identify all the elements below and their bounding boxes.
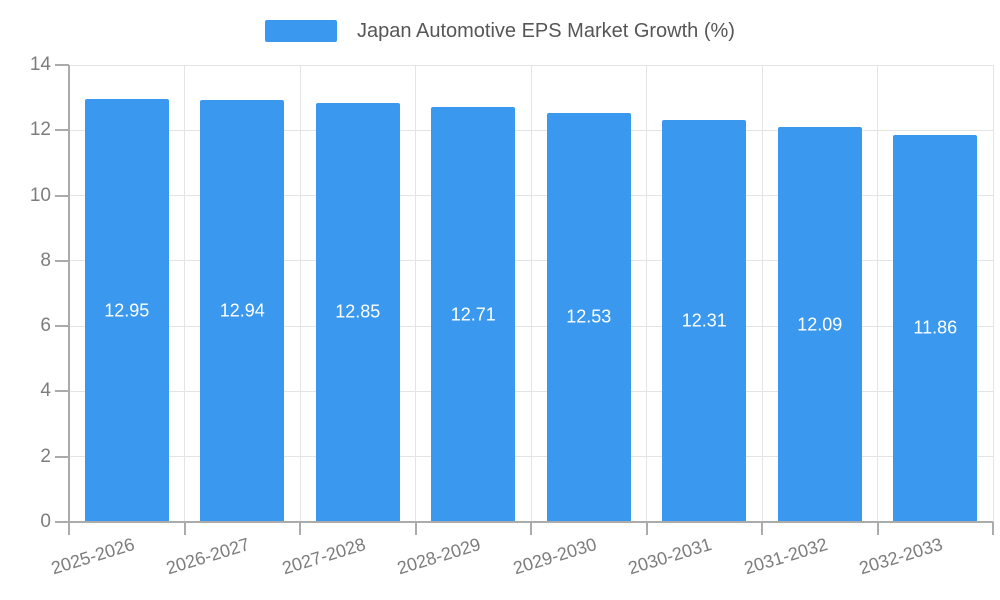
bar-value-label: 12.71	[450, 304, 496, 325]
x-tick-label: 2026-2027	[163, 534, 253, 579]
bar-value-label: 12.09	[797, 314, 843, 335]
y-tick-label: 12	[29, 119, 51, 141]
x-tick	[68, 522, 70, 535]
y-tick-label: 14	[29, 54, 51, 75]
bar	[893, 134, 978, 521]
x-tick-label: 2028-2029	[394, 534, 484, 579]
x-tick	[645, 522, 648, 535]
bar	[315, 102, 400, 521]
y-tick	[55, 390, 69, 393]
x-tick	[414, 522, 417, 535]
x-gridline	[646, 65, 647, 522]
x-tick	[761, 522, 763, 535]
x-axis-line	[69, 521, 993, 523]
bar	[546, 112, 631, 521]
legend-label: Japan Automotive EPS Market Growth (%)	[357, 19, 735, 42]
x-tick-label: 2032-2033	[856, 534, 946, 579]
bar	[200, 99, 285, 521]
y-tick-label: 6	[40, 315, 51, 337]
bar-value-label: 12.53	[566, 306, 612, 327]
x-gridline	[299, 65, 301, 522]
bar	[777, 127, 862, 521]
y-tick-label: 10	[29, 184, 51, 206]
y-tick	[55, 259, 69, 262]
x-tick-label: 2030-2031	[625, 534, 715, 579]
y-tick-label: 2	[40, 445, 51, 467]
bar-value-label: 11.86	[913, 317, 958, 338]
legend-swatch-icon	[265, 20, 338, 42]
bar	[431, 107, 516, 521]
y-axis-line	[68, 65, 70, 523]
x-gridline	[761, 65, 763, 522]
x-gridline	[530, 65, 532, 522]
bar-value-label: 12.85	[335, 301, 381, 322]
x-tick	[992, 522, 994, 535]
x-tick	[530, 522, 532, 535]
y-tick	[55, 194, 69, 197]
y-tick	[55, 64, 69, 66]
x-tick	[299, 522, 301, 535]
y-tick	[55, 455, 69, 458]
bar-value-label: 12.94	[219, 300, 265, 321]
x-gridline	[992, 65, 994, 522]
x-tick-label: 2025-2026	[48, 534, 137, 579]
y-tick	[55, 325, 69, 328]
x-gridline	[184, 65, 185, 522]
bar	[662, 120, 747, 521]
y-tick	[55, 129, 69, 132]
y-tick	[55, 521, 69, 523]
bar-value-label: 12.95	[104, 300, 150, 321]
x-tick	[876, 522, 879, 535]
y-tick-label: 4	[40, 380, 51, 402]
y-tick-label: 0	[40, 511, 51, 532]
y-tick-label: 8	[40, 249, 51, 271]
x-tick-label: 2027-2028	[279, 534, 368, 579]
bar	[84, 99, 169, 521]
x-gridline	[877, 65, 878, 522]
x-gridline	[415, 65, 416, 522]
bar-value-label: 12.31	[681, 310, 727, 331]
chart-legend[interactable]: Japan Automotive EPS Market Growth (%)	[0, 14, 1000, 48]
x-tick-label: 2031-2032	[741, 534, 830, 579]
x-tick	[183, 522, 186, 535]
x-tick-label: 2029-2030	[510, 534, 599, 579]
